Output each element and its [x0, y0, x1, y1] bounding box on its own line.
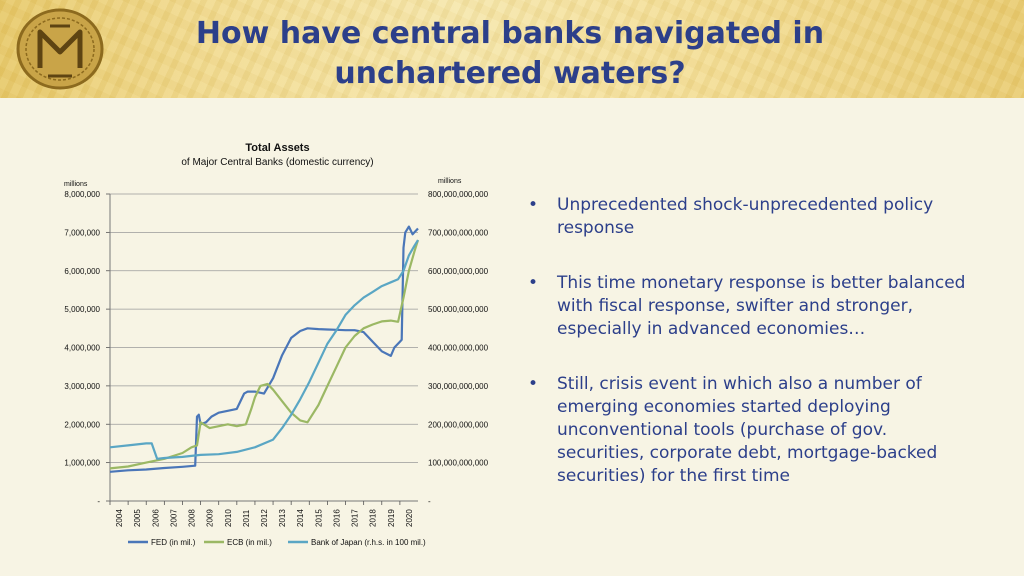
right-tick-label: 600,000,000,000 — [428, 267, 489, 276]
left-tick-label: 7,000,000 — [64, 228, 100, 237]
x-tick-label: 2020 — [405, 509, 414, 527]
bullet-item-3: • Still, crisis event in which also a nu… — [528, 373, 978, 488]
x-tick-label: 2013 — [278, 509, 287, 527]
chart-container: Total Assets of Major Central Banks (dom… — [50, 132, 510, 562]
x-tick-label: 2019 — [387, 509, 396, 527]
bullet-item-1: • Unprecedented shock-unprecedented poli… — [528, 194, 978, 240]
x-tick-label: 2011 — [242, 509, 251, 527]
right-tick-label: 400,000,000,000 — [428, 344, 489, 353]
left-tick-label: 6,000,000 — [64, 267, 100, 276]
bullet-text: Still, crisis event in which also a numb… — [557, 374, 938, 486]
x-tick-label: 2016 — [332, 509, 341, 527]
right-axis-unit-label: millions — [438, 178, 462, 185]
bullet-dot: • — [528, 374, 539, 394]
left-tick-label: 3,000,000 — [64, 382, 100, 391]
left-tick-label: 8,000,000 — [64, 190, 100, 199]
right-tick-label: 500,000,000,000 — [428, 305, 489, 314]
left-tick-label: 5,000,000 — [64, 305, 100, 314]
left-axis-unit-label: millions — [64, 181, 88, 188]
left-tick-label: 1,000,000 — [64, 459, 100, 468]
right-tick-label: 700,000,000,000 — [428, 228, 489, 237]
x-tick-label: 2017 — [351, 509, 360, 527]
bullet-item-2: • This time monetary response is better … — [528, 272, 978, 341]
left-tick-label: 4,000,000 — [64, 344, 100, 353]
series-line-3 — [109, 239, 419, 460]
series-line-2 — [109, 239, 420, 470]
x-tick-label: 2007 — [169, 509, 178, 527]
bullet-dot: • — [528, 273, 539, 293]
bullet-text: This time monetary response is better ba… — [557, 273, 966, 339]
bullet-dot: • — [528, 195, 539, 215]
x-tick-label: 2018 — [369, 509, 378, 527]
x-tick-label: 2006 — [151, 509, 160, 527]
total-assets-chart: - - 1,000,000 100,000,000,000 2,000,000 200,0… — [64, 178, 489, 547]
x-tick-label: 2008 — [188, 509, 197, 527]
bullet-text: Unprecedented shock-unprecedented policy… — [557, 195, 934, 238]
x-tick-label: 2005 — [133, 509, 142, 527]
right-tick-label: 200,000,000,000 — [428, 420, 489, 429]
left-tick-label: 2,000,000 — [64, 420, 100, 429]
right-tick-label: - — [428, 497, 431, 506]
chart-subtitle: of Major Central Banks (domestic currenc… — [181, 157, 374, 168]
x-tick-label: 2004 — [115, 509, 124, 527]
right-tick-label: 800,000,000,000 — [428, 190, 489, 199]
banner-texture — [0, 0, 1024, 98]
legend-label: ECB (in mil.) — [227, 538, 272, 547]
slide-title: How have central banks navigated in unch… — [195, 16, 825, 91]
x-tick-label: 2009 — [206, 509, 215, 527]
x-tick-label: 2015 — [314, 509, 323, 527]
right-tick-label: 300,000,000,000 — [428, 382, 489, 391]
legend-label: FED (in mil.) — [151, 538, 196, 547]
x-tick-label: 2014 — [296, 509, 305, 527]
header-banner: How have central banks navigated in unch… — [0, 0, 1024, 98]
x-tick-label: 2012 — [260, 509, 269, 527]
coin-logo — [16, 8, 104, 90]
series-line-1 — [109, 225, 419, 473]
bullet-list: • Unprecedented shock-unprecedented poli… — [528, 194, 978, 520]
left-tick-label: - — [97, 497, 100, 506]
x-tick-label: 2010 — [224, 509, 233, 527]
chart-title: Total Assets — [245, 142, 310, 154]
legend-label: Bank of Japan (r.h.s. in 100 mil.) — [311, 538, 426, 547]
right-tick-label: 100,000,000,000 — [428, 459, 489, 468]
